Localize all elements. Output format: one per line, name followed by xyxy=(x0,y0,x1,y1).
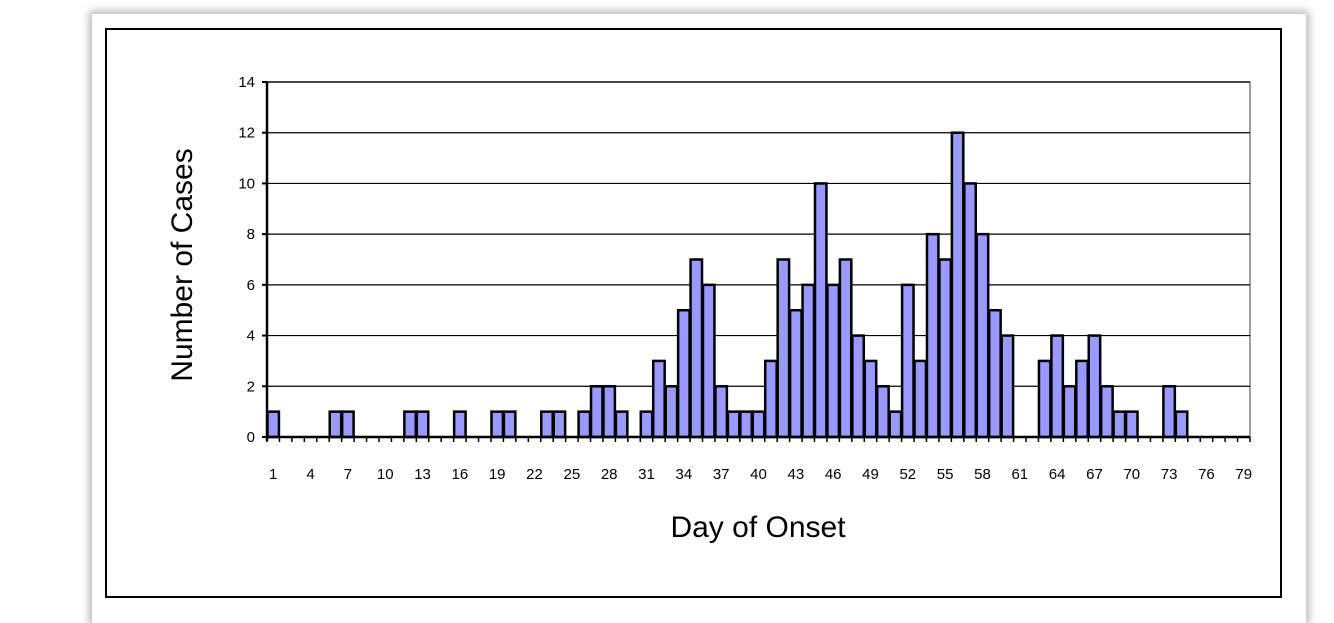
bar-day-49 xyxy=(863,359,878,439)
bar-day-6 xyxy=(328,410,343,439)
bar-day-40 xyxy=(751,410,766,439)
x-tick-label-16: 16 xyxy=(452,466,469,483)
bar-day-53 xyxy=(913,359,928,439)
bar-day-68 xyxy=(1099,385,1114,439)
bar-day-27 xyxy=(589,385,604,439)
bar-day-43 xyxy=(788,308,803,439)
x-tick-label-49: 49 xyxy=(862,466,879,483)
bar-day-36 xyxy=(701,283,716,439)
x-tick-label-58: 58 xyxy=(974,466,991,483)
gridlines xyxy=(266,81,1251,438)
y-tick-label-6: 6 xyxy=(247,277,255,294)
bar-day-66 xyxy=(1075,359,1089,439)
x-tick-label-28: 28 xyxy=(601,466,618,483)
y-tick-label-12: 12 xyxy=(238,125,255,142)
bar-day-63 xyxy=(1037,359,1052,439)
bar-day-58 xyxy=(975,232,990,439)
bar-day-67 xyxy=(1087,334,1102,439)
bar-day-41 xyxy=(763,359,778,439)
x-tick-label-19: 19 xyxy=(489,466,506,483)
x-tick-label-61: 61 xyxy=(1011,466,1028,483)
bar-day-51 xyxy=(888,410,903,439)
bar-day-56 xyxy=(950,131,965,439)
bar-day-44 xyxy=(801,283,816,439)
bar-day-73 xyxy=(1162,385,1177,439)
y-tick-labels: 0 2 4 6 8 10 12 14 xyxy=(238,74,255,446)
bar-day-50 xyxy=(875,385,890,439)
bar-day-48 xyxy=(851,334,866,439)
bar-day-34 xyxy=(676,308,691,439)
bars xyxy=(266,131,1189,439)
x-tick-label-7: 7 xyxy=(344,466,352,483)
y-axis-title: Number of Cases xyxy=(166,148,199,381)
axes xyxy=(262,81,1251,442)
y-tick-label-14: 14 xyxy=(238,74,255,91)
x-tick-label-46: 46 xyxy=(825,466,842,483)
x-tick-label-25: 25 xyxy=(564,466,581,483)
bar-day-29 xyxy=(614,410,629,439)
x-tick-label-52: 52 xyxy=(899,466,916,483)
x-tick-label-13: 13 xyxy=(414,466,431,483)
bar-day-45 xyxy=(813,182,828,439)
x-tick-label-1: 1 xyxy=(269,466,277,483)
bar-day-69 xyxy=(1112,410,1127,439)
bar-day-57 xyxy=(963,182,978,439)
bar-day-23 xyxy=(539,410,554,439)
bar-day-7 xyxy=(340,410,355,439)
bar-day-16 xyxy=(452,410,467,439)
x-tick-label-79: 79 xyxy=(1235,466,1252,483)
bar-day-31 xyxy=(639,410,654,439)
bar-day-33 xyxy=(664,385,679,439)
bar-day-35 xyxy=(689,258,704,439)
bar-day-42 xyxy=(776,258,791,439)
x-tick-label-34: 34 xyxy=(675,466,692,483)
x-axis-title: Day of Onset xyxy=(670,511,846,544)
bar-day-55 xyxy=(938,258,953,439)
x-tick-labels: 1 4 7 10 13 16 19 22 25 28 31 34 37 40 43 46 49 52 55 58 61 6… xyxy=(269,466,1252,483)
bar-day-28 xyxy=(602,385,617,439)
bar-day-74 xyxy=(1174,410,1189,439)
x-tick-label-10: 10 xyxy=(377,466,394,483)
plot-area-border xyxy=(266,81,1251,438)
bar-day-26 xyxy=(577,410,592,439)
bar-day-24 xyxy=(552,410,567,439)
x-tick-label-31: 31 xyxy=(638,466,655,483)
y-tick-label-8: 8 xyxy=(247,226,255,243)
y-tick-label-4: 4 xyxy=(247,328,255,345)
x-tick-label-4: 4 xyxy=(306,466,314,483)
x-tick-label-37: 37 xyxy=(713,466,730,483)
y-tick-label-0: 0 xyxy=(247,429,255,446)
x-tick-label-70: 70 xyxy=(1123,466,1140,483)
x-tick-label-22: 22 xyxy=(526,466,543,483)
bar-day-1 xyxy=(266,410,281,439)
x-tick-label-76: 76 xyxy=(1198,466,1215,483)
x-tick-label-73: 73 xyxy=(1161,466,1178,483)
bar-day-60 xyxy=(1000,334,1015,439)
bar-day-46 xyxy=(826,283,841,439)
x-tick-label-64: 64 xyxy=(1049,466,1066,483)
bar-day-12 xyxy=(403,410,418,439)
bar-day-13 xyxy=(415,410,430,439)
x-tick-label-67: 67 xyxy=(1086,466,1103,483)
bar-day-47 xyxy=(838,258,853,439)
bar-day-52 xyxy=(900,283,915,439)
bar-day-19 xyxy=(490,410,505,439)
x-tick-label-55: 55 xyxy=(937,466,954,483)
bar-day-20 xyxy=(502,410,517,439)
bar-day-37 xyxy=(714,385,729,439)
x-tick-label-40: 40 xyxy=(750,466,767,483)
bar-day-54 xyxy=(925,232,940,439)
bar-day-65 xyxy=(1062,385,1077,439)
bar-day-39 xyxy=(739,410,754,439)
bar-day-32 xyxy=(651,359,666,439)
bar-day-70 xyxy=(1124,410,1139,439)
bar-day-59 xyxy=(987,308,1002,439)
y-tick-label-10: 10 xyxy=(238,175,255,192)
y-tick-label-2: 2 xyxy=(247,378,255,395)
bar-day-64 xyxy=(1050,334,1065,439)
x-tick-label-43: 43 xyxy=(787,466,804,483)
bar-day-38 xyxy=(726,410,741,439)
